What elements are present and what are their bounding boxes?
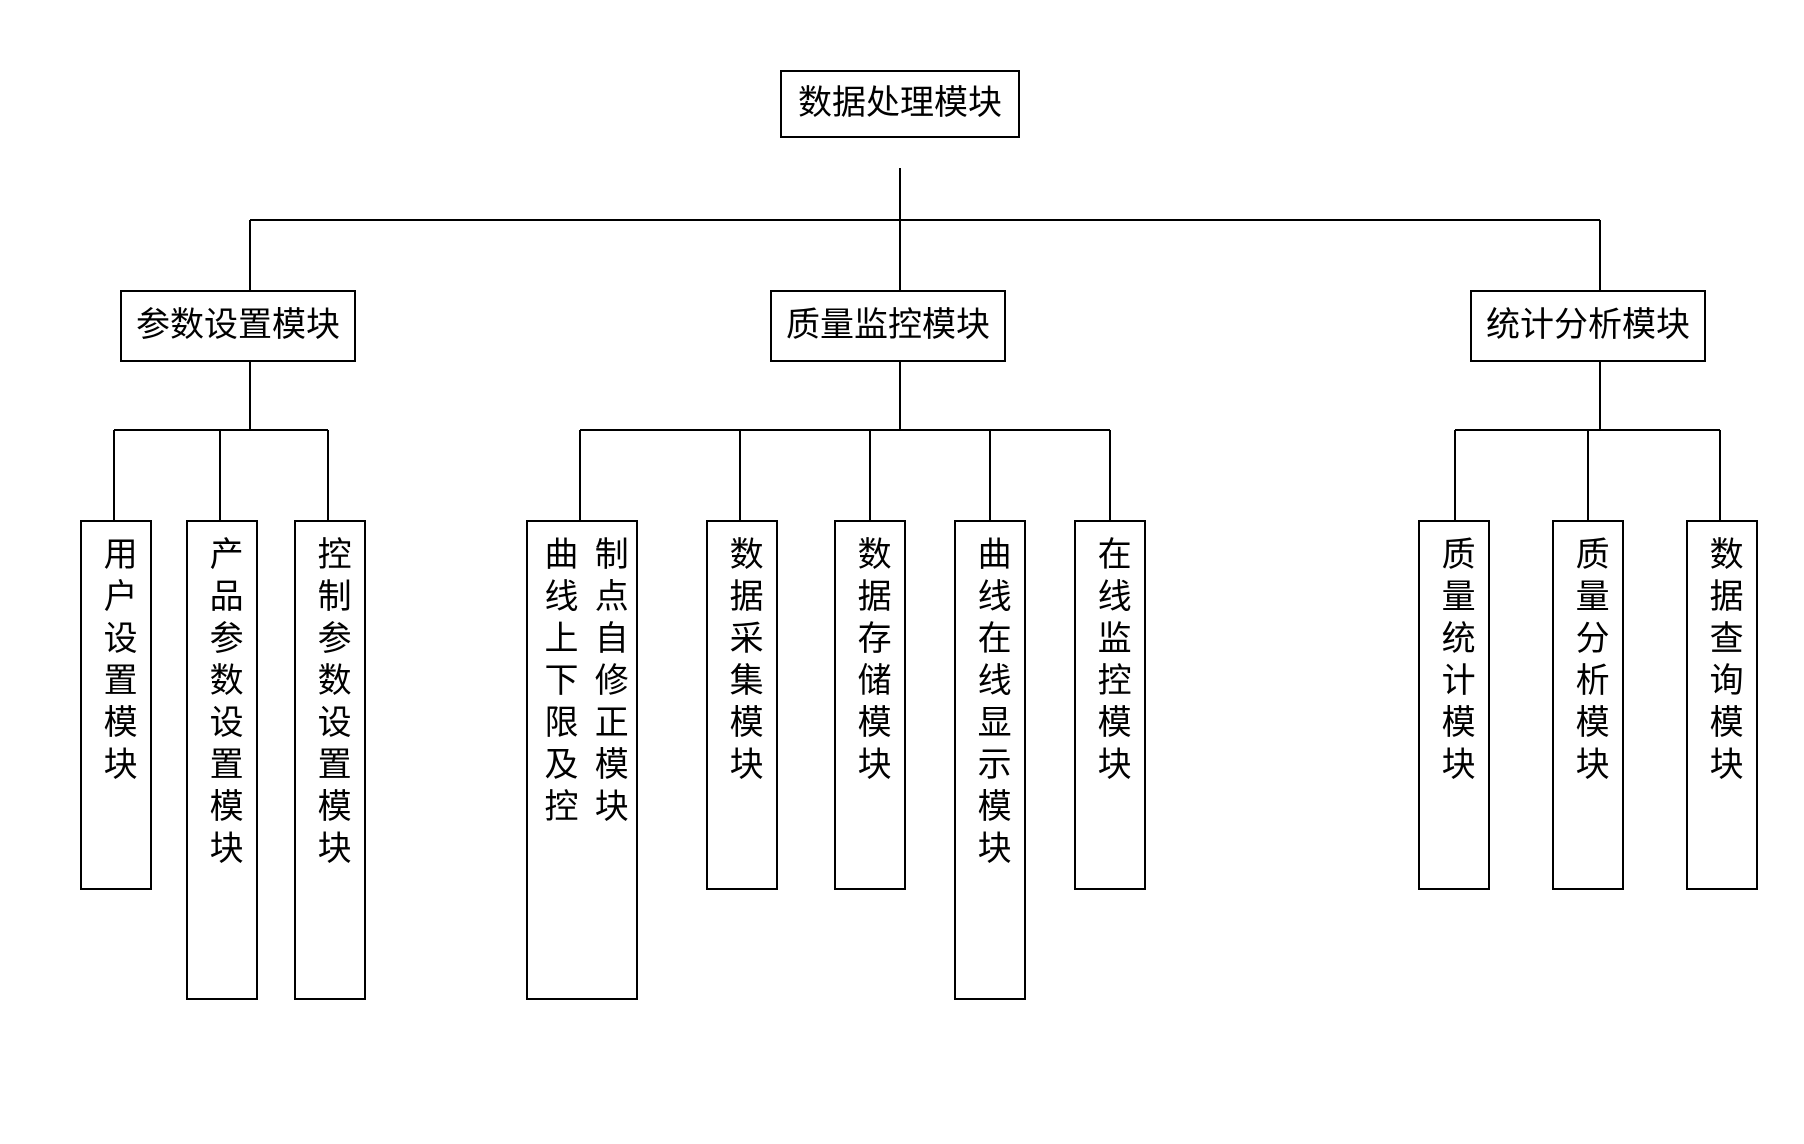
leaf-label: 用户设置模块 <box>94 536 138 788</box>
leaf-label: 曲线在线显示模块 <box>968 536 1012 872</box>
leaf-node-quality-stats: 质量统计模块 <box>1418 520 1490 890</box>
tree-diagram: 数据处理模块 参数设置模块 质量监控模块 统计分析模块 用户设置模块 产品参数设… <box>0 0 1804 1144</box>
leaf-node-data-query: 数据查询模块 <box>1686 520 1758 890</box>
leaf-node-quality-analysis: 质量分析模块 <box>1552 520 1624 890</box>
mid-label: 质量监控模块 <box>786 307 990 344</box>
leaf-node-data-store: 数据存储模块 <box>834 520 906 890</box>
leaf-label: 在线监控模块 <box>1088 536 1132 788</box>
mid-label: 统计分析模块 <box>1486 307 1690 344</box>
leaf-label: 数据查询模块 <box>1700 536 1744 788</box>
mid-node-params: 参数设置模块 <box>120 290 356 362</box>
leaf-node-online-monitor: 在线监控模块 <box>1074 520 1146 890</box>
leaf-label-col-a: 曲线上下限及控 <box>535 536 579 830</box>
leaf-node-product-params: 产品参数设置模块 <box>186 520 258 1000</box>
root-node: 数据处理模块 <box>780 70 1020 138</box>
leaf-node-user-settings: 用户设置模块 <box>80 520 152 890</box>
root-label: 数据处理模块 <box>798 85 1002 122</box>
leaf-label: 质量统计模块 <box>1432 536 1476 788</box>
mid-node-stats: 统计分析模块 <box>1470 290 1706 362</box>
mid-node-quality: 质量监控模块 <box>770 290 1006 362</box>
leaf-label-col-b: 制点自修正模块 <box>585 536 629 830</box>
leaf-node-curve-correction: 曲线上下限及控 制点自修正模块 <box>526 520 638 1000</box>
leaf-label: 产品参数设置模块 <box>200 536 244 872</box>
leaf-node-control-params: 控制参数设置模块 <box>294 520 366 1000</box>
leaf-label: 数据采集模块 <box>720 536 764 788</box>
leaf-label: 数据存储模块 <box>848 536 892 788</box>
leaf-node-curve-display: 曲线在线显示模块 <box>954 520 1026 1000</box>
leaf-label: 质量分析模块 <box>1566 536 1610 788</box>
leaf-node-data-collect: 数据采集模块 <box>706 520 778 890</box>
mid-label: 参数设置模块 <box>136 307 340 344</box>
leaf-label: 控制参数设置模块 <box>308 536 352 872</box>
